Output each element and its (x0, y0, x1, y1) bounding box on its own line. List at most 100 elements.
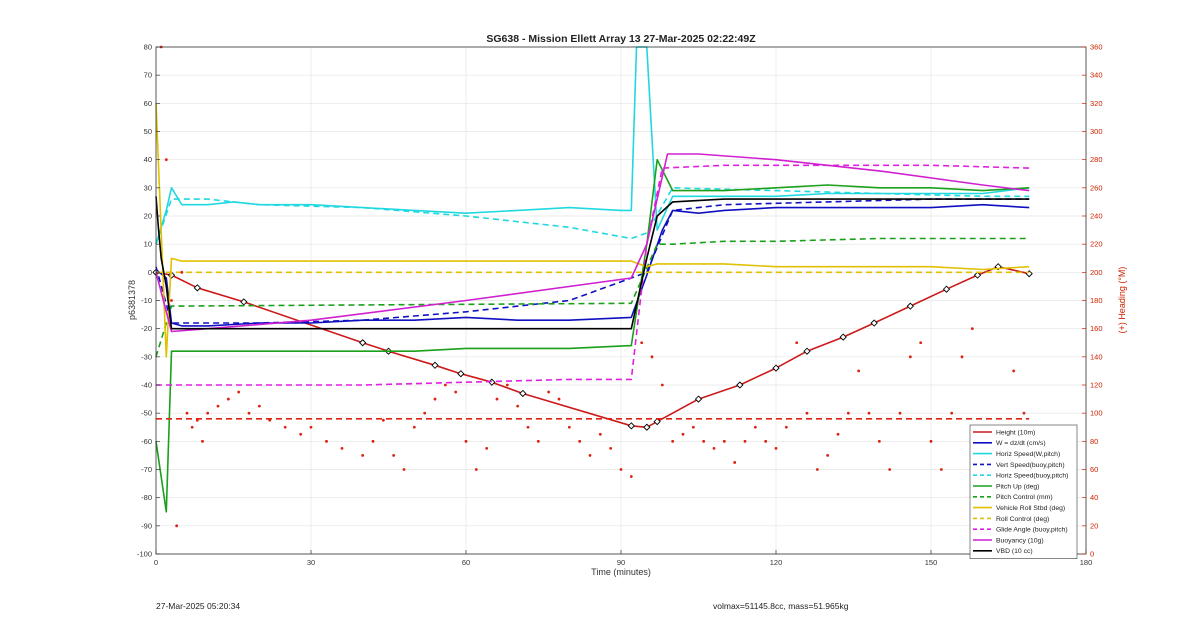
y-left-tick-label: -70 (141, 465, 152, 474)
heading-point (743, 439, 747, 443)
heading-point (526, 425, 530, 429)
y-right-tick-label: 360 (1090, 43, 1103, 52)
heading-point (629, 475, 633, 478)
y-left-tick-label: -10 (141, 296, 152, 305)
heading-point (340, 446, 344, 450)
series-line (155, 158, 1030, 513)
x-axis-label: Time (minutes) (591, 567, 651, 577)
y-left-tick-label: 60 (144, 99, 152, 108)
legend-entry: Vehicle Roll Stbd (deg) (996, 505, 1065, 512)
y-right-tick-label: 120 (1090, 381, 1103, 390)
heading-point (805, 411, 809, 415)
series-line (155, 196, 1030, 330)
heading-point (702, 439, 706, 443)
legend-entry: Pitch Up (deg) (996, 483, 1039, 490)
legend: Height (10m) W = dz/dt (cm/s) Horiz Speed(… (969, 424, 1078, 559)
heading-point (206, 411, 210, 415)
heading-point (939, 468, 943, 471)
heading-point (578, 439, 582, 443)
y-right-tick-label: 260 (1090, 183, 1103, 192)
y-left-tick-label: 50 (144, 127, 152, 136)
heading-point (433, 397, 437, 401)
y-left-tick-label: -40 (141, 381, 152, 390)
series-layer (152, 45, 1033, 528)
x-tick-label: 60 (462, 558, 470, 567)
y-right-tick-label: 0 (1090, 550, 1094, 559)
height-marker (193, 284, 201, 292)
height-marker (653, 417, 661, 426)
y-right-tick-label: 60 (1090, 465, 1098, 474)
heading-point (753, 425, 757, 429)
heading-point (733, 461, 737, 464)
series-line (155, 237, 1030, 358)
y-right-tick-label: 180 (1090, 296, 1103, 305)
x-tick-label: 120 (770, 558, 783, 567)
height-marker (942, 285, 951, 293)
y-right-tick-label: 300 (1090, 127, 1103, 136)
legend-entry: W = dz/dt (cm/s) (996, 440, 1046, 447)
height-marker (643, 423, 651, 431)
heading-point (505, 383, 509, 387)
legend-entry: Glide Angle (buoy,pitch) (996, 527, 1068, 534)
series-1 (155, 203, 1030, 327)
height-marker (973, 271, 982, 279)
y-axis-left-label: p6381378 (127, 280, 137, 320)
series-12 (159, 45, 1026, 528)
height-marker (772, 364, 780, 372)
heading-point (774, 446, 778, 450)
heading-point (640, 341, 644, 345)
y-left-tick-label: -80 (141, 493, 152, 502)
heading-point (257, 404, 261, 408)
heading-point (412, 425, 416, 429)
y-left-tick-label: 10 (144, 240, 152, 249)
heading-point (454, 390, 458, 394)
heading-point (815, 468, 819, 471)
heading-point (681, 432, 685, 436)
heading-point (164, 158, 168, 162)
heading-point (919, 341, 923, 345)
heading-point (226, 397, 230, 401)
x-tick-label: 150 (925, 558, 938, 567)
grid-layer (155, 46, 1087, 555)
y-right-tick-label: 80 (1090, 437, 1098, 446)
heading-point (877, 439, 881, 443)
series-line (155, 103, 1030, 358)
y-left-tick-label: -90 (141, 521, 152, 530)
height-marker (694, 395, 703, 403)
y-axis-left-ticks: -100-90-80-70-60-50-40-30-20-10010203040… (137, 43, 160, 559)
y-axis-right-label: (+) Heading (°M) (1117, 267, 1127, 334)
heading-point (299, 432, 303, 436)
heading-point (795, 341, 799, 345)
y-left-tick-label: -50 (141, 409, 152, 418)
series-line (156, 164, 1030, 386)
heading-point (898, 411, 902, 415)
heading-point (970, 327, 974, 331)
legend-entry: Roll Control (deg) (996, 516, 1049, 523)
heading-point (175, 524, 179, 528)
y-left-tick-label: 20 (144, 212, 152, 221)
series-6 (155, 237, 1030, 358)
y-left-tick-label: -20 (141, 324, 152, 333)
series-line (155, 203, 1030, 327)
series-9 (156, 164, 1030, 386)
heading-point (764, 439, 768, 443)
series-3 (155, 198, 1030, 324)
height-marker (803, 347, 811, 355)
heading-point (237, 390, 241, 394)
height-marker (870, 319, 878, 327)
heading-point (325, 439, 328, 443)
legend-entry: Buoyancy (10g) (996, 537, 1044, 544)
height-marker (240, 298, 248, 306)
series-4 (155, 187, 1030, 245)
heading-point (722, 439, 726, 443)
heading-point (495, 397, 499, 401)
chart-title: SG638 - Mission Ellett Array 13 27-Mar-2… (486, 33, 756, 45)
height-marker (906, 302, 914, 310)
heading-point (1012, 369, 1016, 373)
heading-point (423, 411, 427, 415)
heading-point (516, 404, 520, 408)
y-left-tick-label: -30 (141, 352, 152, 361)
y-right-tick-label: 160 (1090, 324, 1103, 333)
heading-point (247, 411, 251, 415)
